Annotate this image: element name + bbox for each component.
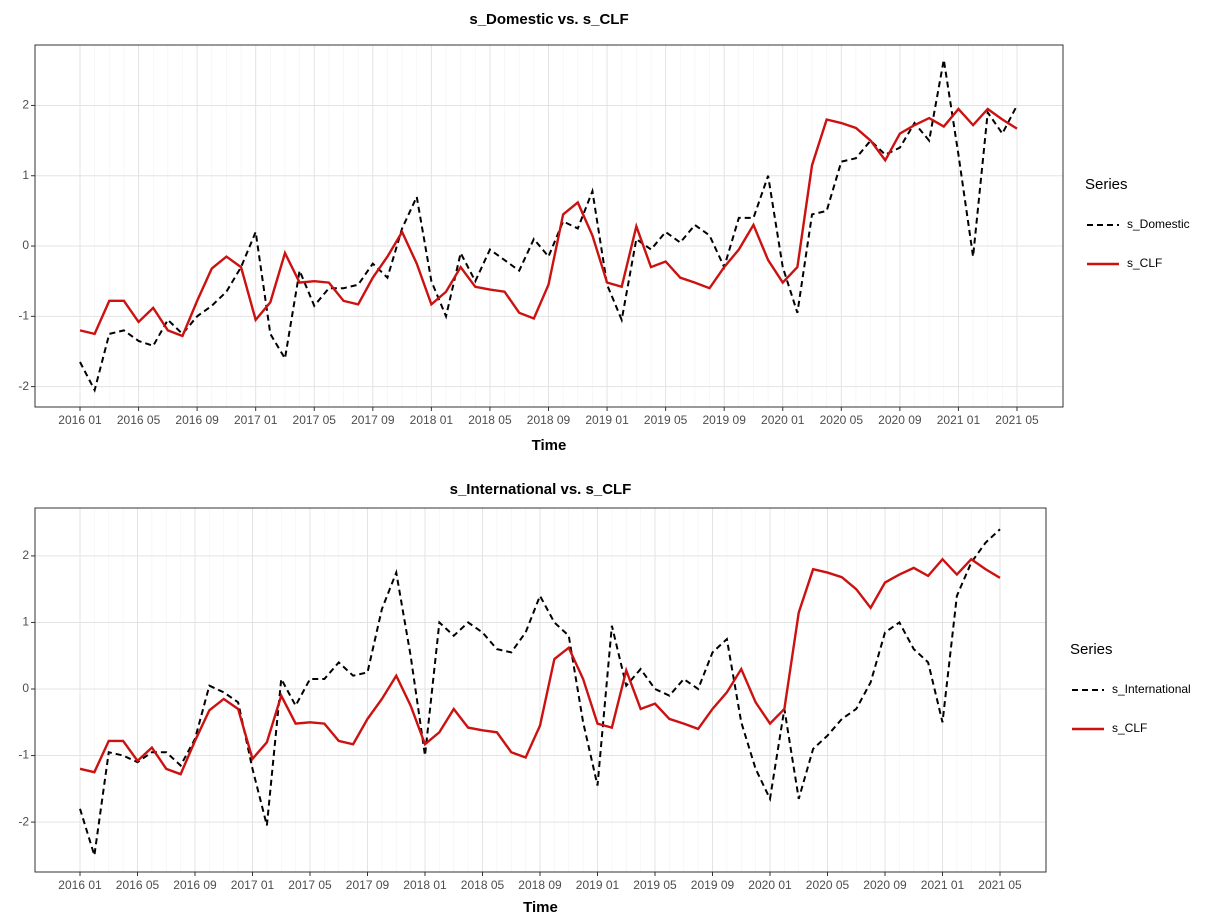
series-line [79,528,1001,856]
y-tick-label: -1 [18,748,29,762]
chart-title: s_International vs. s_CLF [450,481,632,498]
x-tick-label: 2019 05 [633,878,677,892]
x-tick-label: 2020 01 [761,413,805,427]
x-tick-label: 2018 05 [468,413,512,427]
y-tick-label: 2 [22,548,29,562]
x-tick-label: 2018 09 [518,878,562,892]
x-tick-label: 2018 05 [461,878,505,892]
legend-title: Series [1070,641,1113,658]
x-tick-label: 2017 05 [293,413,337,427]
x-tick-label: 2019 09 [691,878,735,892]
x-tick-label: 2016 05 [116,878,160,892]
y-tick-label: -1 [18,308,29,322]
x-tick-label: 2016 01 [58,878,102,892]
x-axis-title: Time [523,899,558,916]
x-tick-label: 2018 09 [527,413,571,427]
legend-title: Series [1085,176,1128,193]
y-tick-label: -2 [18,814,29,828]
y-tick-label: 2 [22,98,29,112]
legend-label: s_International [1112,682,1191,696]
x-tick-label: 2016 01 [58,413,102,427]
x-tick-label: 2016 09 [173,878,217,892]
y-tick-label: 1 [22,168,29,182]
x-tick-label: 2019 01 [585,413,629,427]
x-tick-label: 2017 05 [288,878,332,892]
x-tick-label: 2017 01 [234,413,278,427]
legend-label: s_CLF [1112,721,1147,735]
x-tick-label: 2017 09 [346,878,390,892]
series-line [79,107,1018,338]
y-tick-label: 0 [22,238,29,252]
x-axis-title: Time [532,437,567,454]
chart-title: s_Domestic vs. s_CLF [469,11,628,28]
x-tick-label: 2017 09 [351,413,395,427]
x-tick-label: 2019 01 [576,878,620,892]
x-tick-label: 2021 05 [995,413,1039,427]
x-tick-label: 2018 01 [403,878,447,892]
series-line [79,557,1001,776]
y-tick-label: 1 [22,615,29,629]
y-tick-label: 0 [22,681,29,695]
series-line [79,59,1018,393]
y-tick-label: -2 [18,379,29,393]
legend-label: s_CLF [1127,256,1162,270]
x-tick-label: 2017 01 [231,878,275,892]
x-tick-label: 2020 09 [863,878,907,892]
x-tick-label: 2021 01 [937,413,981,427]
x-tick-label: 2020 05 [820,413,864,427]
x-tick-label: 2016 05 [117,413,161,427]
x-tick-label: 2020 05 [806,878,850,892]
x-tick-label: 2021 05 [978,878,1022,892]
x-tick-label: 2020 09 [878,413,922,427]
x-tick-label: 2019 05 [644,413,688,427]
x-tick-label: 2020 01 [748,878,792,892]
legend-label: s_Domestic [1127,217,1190,231]
x-tick-label: 2021 01 [921,878,965,892]
x-tick-label: 2019 09 [702,413,746,427]
x-tick-label: 2018 01 [410,413,454,427]
x-tick-label: 2016 09 [175,413,219,427]
